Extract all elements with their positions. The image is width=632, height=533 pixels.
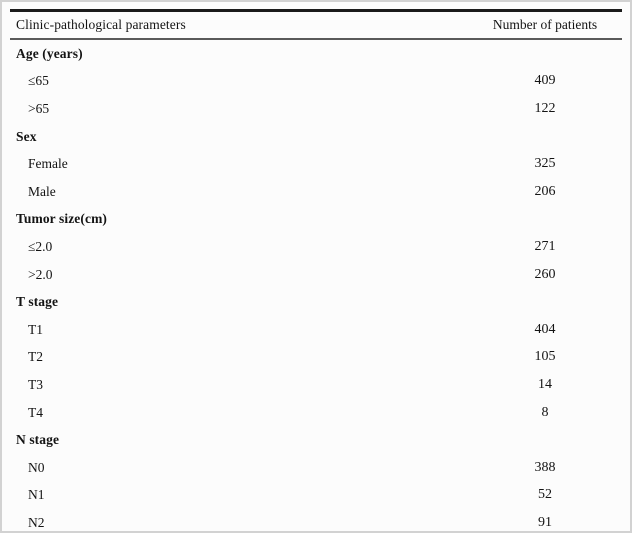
row-label: T stage — [16, 294, 59, 310]
patients-column-header: Number of patients — [492, 17, 598, 32]
row-label: N2 — [28, 514, 45, 530]
table-row: Age (years) — [10, 40, 622, 68]
table-row: T stage — [10, 288, 622, 316]
row-value: 105 — [534, 349, 556, 365]
parameters-column-header: Clinic-pathological parameters — [16, 17, 186, 32]
row-label: Female — [28, 156, 68, 172]
row-value: 14 — [538, 376, 552, 392]
row-label: >65 — [28, 100, 50, 116]
table-row: T1 404 — [10, 316, 622, 344]
table-header-row: Clinic-pathological parameters Number of… — [10, 12, 622, 38]
table-header-rule — [10, 38, 622, 40]
row-label: Age (years) — [16, 45, 83, 61]
row-value: 206 — [534, 183, 556, 199]
table-row: Tumor size(cm) — [10, 206, 622, 234]
row-value: 271 — [534, 238, 556, 254]
row-label: T1 — [28, 321, 43, 337]
row-label: N stage — [16, 432, 60, 448]
table-row: >2.0 260 — [10, 261, 622, 289]
table-row: N2 91 — [10, 509, 622, 531]
table-row: Male 206 — [10, 178, 622, 206]
table-top-rule — [10, 9, 622, 12]
row-label: T4 — [28, 404, 43, 420]
row-label: N1 — [28, 487, 45, 503]
row-label: T3 — [28, 376, 43, 392]
row-value: 122 — [534, 100, 556, 116]
table-row: T4 8 — [10, 399, 622, 427]
table-row: N stage — [10, 426, 622, 454]
row-value: 260 — [534, 266, 556, 282]
table-row: Female 325 — [10, 150, 622, 178]
table-row: ≤2.0 271 — [10, 233, 622, 261]
row-label: >2.0 — [28, 266, 53, 282]
row-label: N0 — [28, 459, 45, 475]
row-value: 325 — [534, 156, 556, 172]
row-value: 404 — [534, 321, 556, 337]
row-label: Male — [28, 183, 56, 199]
table-body: Age (years) ≤65 409 >65 122 Sex Female 3… — [10, 40, 622, 531]
row-label: Tumor size(cm) — [16, 211, 108, 227]
table-row: N1 52 — [10, 482, 622, 510]
row-label: ≤2.0 — [28, 238, 53, 254]
table-row: ≤65 409 — [10, 68, 622, 96]
row-value: 388 — [534, 459, 556, 475]
table-row: N0 388 — [10, 454, 622, 482]
table-row: T2 105 — [10, 344, 622, 372]
row-label: T2 — [28, 349, 43, 365]
row-value: 8 — [541, 404, 549, 420]
table-row: Sex — [10, 123, 622, 151]
row-value: 409 — [534, 73, 556, 89]
row-label: Sex — [16, 128, 37, 144]
table-row: >65 122 — [10, 95, 622, 123]
row-value: 91 — [538, 514, 552, 530]
row-label: ≤65 — [28, 73, 49, 89]
row-value: 52 — [538, 487, 552, 503]
table-row: T3 14 — [10, 371, 622, 399]
